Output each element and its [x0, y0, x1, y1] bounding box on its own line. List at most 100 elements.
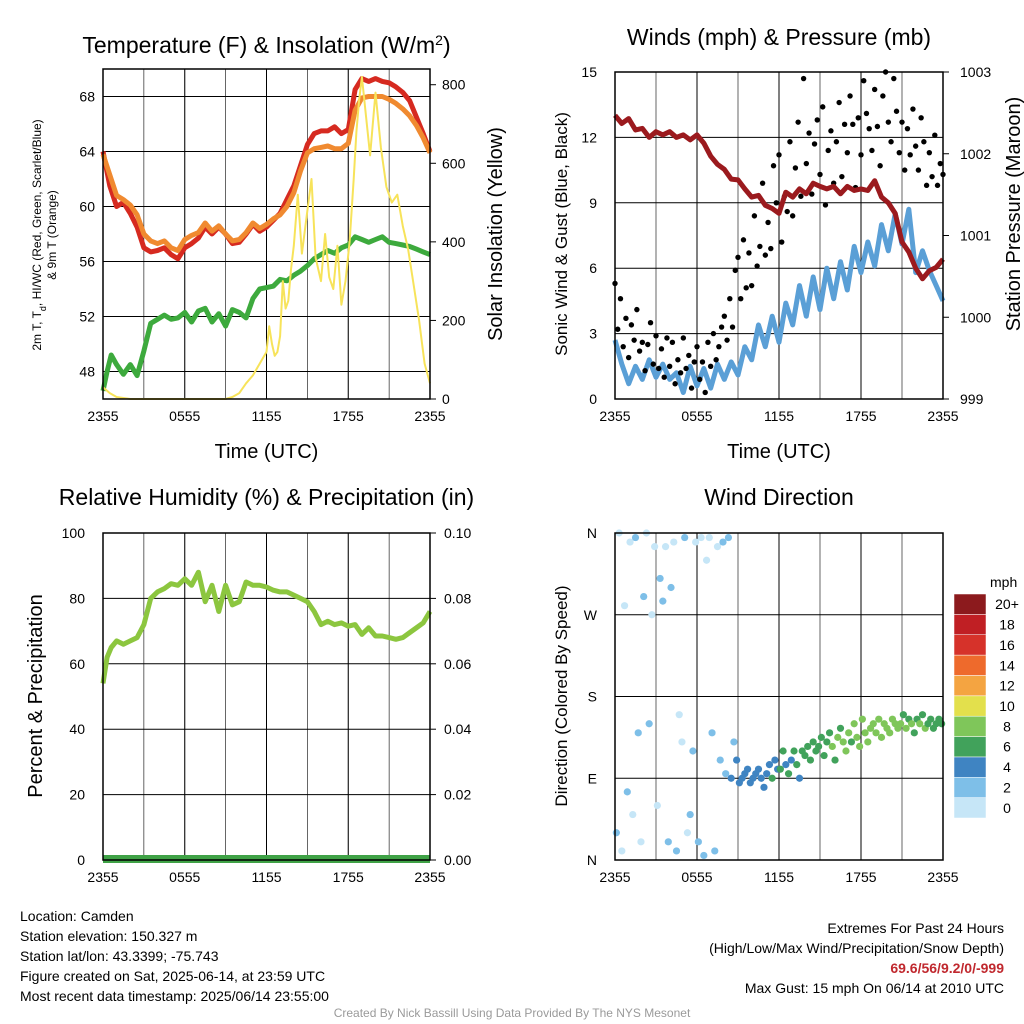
series-dewpoint [100, 234, 431, 392]
series-gust-point [863, 110, 870, 117]
direction-point [793, 761, 801, 769]
series-gust-point [759, 180, 766, 186]
temp-y-tick-label: 48 [79, 364, 95, 380]
direction-point [850, 720, 858, 728]
direction-point [689, 747, 697, 755]
direction-point [820, 751, 828, 760]
temp-y2-tick-label: 600 [442, 155, 466, 171]
station-latlon: Station lat/lon: 43.3399; -75.743 [20, 948, 219, 964]
direction-point [664, 838, 672, 846]
direction-point [768, 774, 776, 782]
winds-y2-tick-label: 1003 [960, 64, 991, 80]
direction-x-tick-label: 2355 [599, 869, 630, 885]
colorbar-label: 14 [999, 657, 1015, 673]
direction-point [877, 733, 886, 741]
series-gust-point [615, 326, 621, 332]
direction-point [804, 742, 812, 751]
series-gust-point [768, 245, 774, 252]
series-gust-point [688, 385, 695, 391]
extremes-values: 69.6/56/9.2/0/-999 [890, 960, 1004, 976]
temp-y-tick-label: 56 [79, 254, 95, 270]
series-gust-point [899, 119, 905, 125]
direction-point [700, 851, 708, 860]
series-gust-point [686, 352, 692, 359]
direction-point [675, 711, 683, 719]
series-gust-point [902, 167, 908, 173]
temp-x-tick-label: 1155 [251, 408, 281, 424]
direction-point [727, 774, 735, 782]
series-gust-point [702, 389, 708, 396]
series-gust-point [800, 75, 807, 82]
series-gust-point [650, 361, 656, 367]
temp-y2-tick-label: 200 [442, 312, 466, 328]
series-gust-point [623, 315, 629, 322]
temp-y-tick-label: 68 [79, 89, 95, 105]
direction-point [886, 729, 894, 737]
series-gust-point [691, 359, 697, 365]
series-gust-point [871, 86, 878, 93]
direction-chart-title: Wind Direction [704, 484, 854, 510]
series-gust-point [647, 320, 654, 326]
series-gust-point [680, 335, 687, 341]
humidity-y2-tick-label: 0.10 [444, 525, 471, 541]
direction-point [872, 729, 880, 737]
series-pressure [613, 113, 945, 282]
series-gust-point [839, 173, 845, 180]
direction-point [842, 747, 850, 755]
series-gust-point [754, 263, 760, 269]
series-gust-point [672, 381, 678, 387]
direction-point [670, 538, 678, 546]
series-gust-point [891, 75, 897, 82]
direction-point [864, 738, 872, 746]
humidity-x-tick-label: 1155 [251, 869, 281, 885]
humidity-y2-tick-label: 0.02 [444, 787, 471, 803]
colorbar-swatch [953, 715, 987, 737]
series-gust-point [904, 125, 911, 132]
direction-point [927, 715, 935, 723]
colorbar-swatch [953, 756, 987, 778]
station-elevation: Station elevation: 150.327 m [20, 928, 198, 944]
direction-point [694, 838, 702, 846]
colorbar-swatch [953, 777, 987, 798]
direction-point [875, 715, 883, 723]
direction-point [722, 770, 730, 778]
humidity-y2-tick-label: 0.08 [444, 590, 471, 606]
winds-x-tick-label: 2355 [927, 408, 958, 424]
direction-point [724, 533, 733, 542]
series-gust-point [710, 330, 717, 337]
temperature-panel: 2355 0555 1155 1755 2355 48 52 56 60 64 68 0 200 400 6… [30, 32, 507, 463]
series-gust-point [918, 115, 924, 121]
direction-point [899, 711, 907, 719]
direction-point [763, 770, 771, 778]
direction-point [683, 829, 692, 837]
direction-point [678, 738, 686, 746]
direction-point [765, 761, 774, 769]
colorbar-swatch [953, 736, 987, 758]
direction-point [656, 574, 664, 583]
series-gust-point [910, 106, 916, 112]
direction-point [681, 533, 689, 542]
direction-point [861, 729, 869, 737]
series-gust-point [912, 143, 919, 149]
temp-y-axis-label: 2m T, Td, HI/WC (Red, Green, Scarlet/Blu… [30, 119, 48, 350]
colorbar-label: 6 [1003, 739, 1011, 755]
winds-y-axis-label: Sonic Wind & Gust (Blue, Black) [552, 112, 571, 356]
temp-x-axis-label: Time (UTC) [215, 441, 319, 463]
direction-point [711, 847, 719, 855]
series-gust-point [885, 119, 892, 125]
series-gust-point [639, 339, 646, 346]
direction-point [847, 738, 856, 746]
direction-point [760, 783, 768, 791]
direction-point [809, 738, 817, 746]
series-gust-point [937, 160, 943, 167]
series-gust-point [716, 343, 722, 350]
humidity-panel: 2355 0555 1155 1755 23550204060801000.000.02… [25, 484, 474, 885]
direction-point [686, 810, 694, 819]
max-gust: Max Gust: 15 mph On 06/14 at 2010 UTC [744, 980, 1004, 996]
temp-y-tick-label: 52 [79, 309, 95, 325]
direction-point [790, 747, 798, 755]
series-gust-point [677, 370, 684, 376]
extremes-title: Extremes For Past 24 Hours [827, 920, 1004, 936]
series-gust-point [757, 243, 763, 250]
series-gust-point [784, 208, 790, 215]
